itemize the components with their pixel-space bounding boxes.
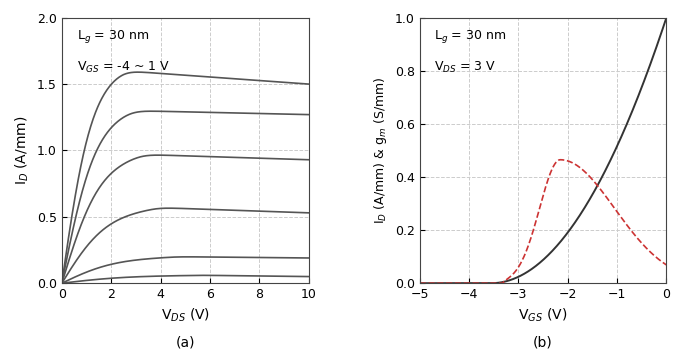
X-axis label: V$_{DS}$ (V): V$_{DS}$ (V) [161, 307, 210, 324]
Text: L$_g$ = 30 nm: L$_g$ = 30 nm [434, 28, 507, 45]
Y-axis label: I$_D$ (A/mm): I$_D$ (A/mm) [14, 116, 32, 185]
Text: (b): (b) [533, 336, 553, 350]
Text: (a): (a) [175, 336, 195, 350]
Text: L$_g$ = 30 nm: L$_g$ = 30 nm [77, 28, 149, 45]
Y-axis label: I$_D$ (A/mm) & g$_m$ (S/mm): I$_D$ (A/mm) & g$_m$ (S/mm) [372, 77, 390, 224]
Text: V$_{GS}$ = -4 ~ 1 V: V$_{GS}$ = -4 ~ 1 V [77, 60, 170, 75]
X-axis label: V$_{GS}$ (V): V$_{GS}$ (V) [519, 307, 567, 324]
Text: V$_{DS}$ = 3 V: V$_{DS}$ = 3 V [434, 60, 497, 75]
